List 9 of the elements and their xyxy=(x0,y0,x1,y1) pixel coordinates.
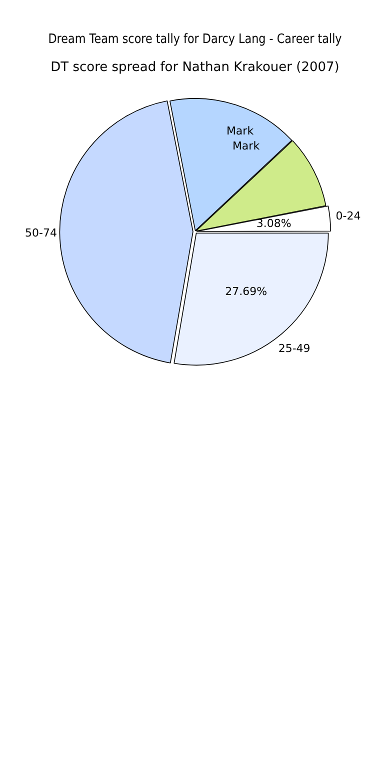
chart-subtitle: DT score spread for Nathan Krakouer (2007) xyxy=(50,60,340,75)
text: Mark xyxy=(226,124,254,138)
slice-label: 0-24 xyxy=(336,210,361,223)
text: Mark xyxy=(232,139,260,152)
slice-label: 50-74 xyxy=(25,226,57,240)
data-label: 27.69% xyxy=(225,284,268,298)
data-label: 3.08% xyxy=(256,216,292,230)
slice-label: 25-49 xyxy=(278,342,310,356)
chart-title: Dream Team score tally for Darcy Lang - Career tally xyxy=(48,31,342,46)
